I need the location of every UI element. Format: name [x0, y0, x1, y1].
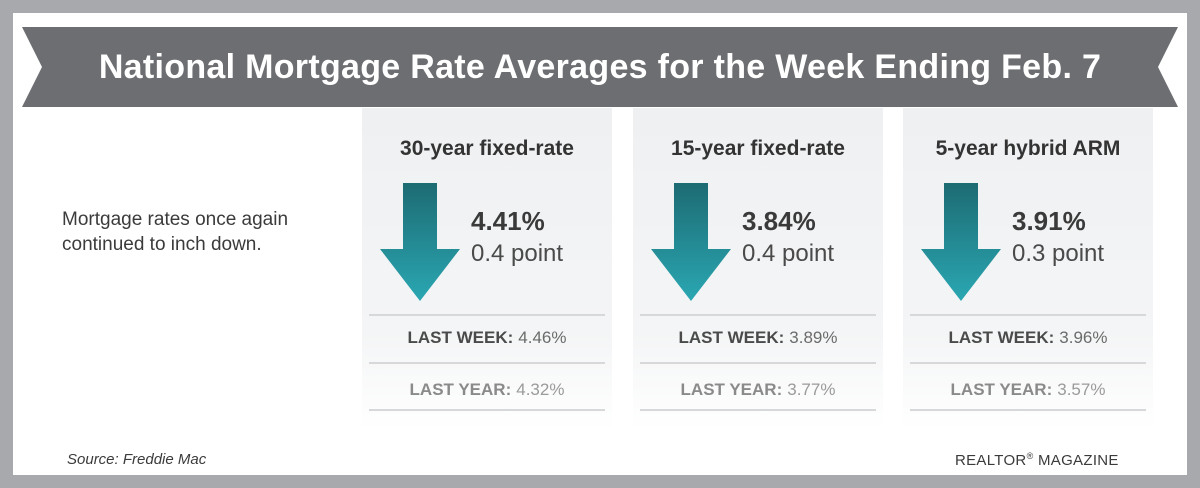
divider: [369, 362, 605, 364]
last-year-value: 3.57%: [1057, 380, 1106, 399]
last-week-label: LAST WEEK:: [948, 328, 1055, 347]
rate-change: 0.3 point: [1012, 240, 1105, 267]
last-week-row: LAST WEEK: 4.46%: [362, 328, 612, 348]
last-week-value: 3.89%: [789, 328, 838, 347]
last-week-row: LAST WEEK: 3.96%: [903, 328, 1153, 348]
last-year-row: LAST YEAR: 3.77%: [633, 380, 883, 400]
title-banner: National Mortgage Rate Averages for the …: [22, 27, 1178, 107]
rate-card-title: 5-year hybrid ARM: [935, 137, 1121, 160]
source-credit: Source: Freddie Mac: [67, 451, 207, 468]
registered-mark: ®: [1026, 451, 1034, 461]
divider: [640, 314, 876, 316]
last-year-value: 3.77%: [787, 380, 836, 399]
current-rate: 4.41%: [471, 206, 545, 236]
last-week-label: LAST WEEK:: [407, 328, 514, 347]
divider: [369, 314, 605, 316]
down-arrow-icon: [380, 183, 460, 301]
down-arrow-icon: [921, 183, 1001, 301]
last-week-label: LAST WEEK:: [678, 328, 785, 347]
last-year-label: LAST YEAR:: [950, 380, 1053, 399]
divider: [910, 409, 1146, 411]
divider: [369, 409, 605, 411]
last-year-row: LAST YEAR: 4.32%: [362, 380, 612, 400]
rate-change: 0.4 point: [742, 240, 835, 267]
rate-card-15-year: 15-year fixed-rate 3.84% 0.4 point LAST …: [633, 108, 883, 430]
last-year-value: 4.32%: [516, 380, 565, 399]
brand-name: REALTOR: [955, 452, 1027, 469]
divider: [640, 409, 876, 411]
divider: [910, 362, 1146, 364]
rate-card-5-year-arm: 5-year hybrid ARM 3.91% 0.3 point LAST W…: [903, 108, 1153, 430]
divider: [910, 314, 1146, 316]
last-week-value: 3.96%: [1059, 328, 1108, 347]
last-week-value: 4.46%: [518, 328, 567, 347]
brand-logo: REALTOR® MAGAZINE: [955, 451, 1119, 469]
last-year-label: LAST YEAR:: [680, 380, 783, 399]
brand-suffix: MAGAZINE: [1037, 452, 1119, 469]
rate-card-30-year: 30-year fixed-rate 4.41% 0.4 point LAST …: [362, 108, 612, 430]
banner-ribbon: [22, 27, 1178, 107]
page-title: National Mortgage Rate Averages for the …: [98, 48, 1102, 86]
intro-text: Mortgage rates once again continued to i…: [62, 209, 289, 255]
divider: [640, 362, 876, 364]
down-arrow-icon: [651, 183, 731, 301]
rate-card-title: 30-year fixed-rate: [400, 137, 574, 160]
current-rate: 3.91%: [1012, 206, 1086, 236]
current-rate: 3.84%: [742, 206, 816, 236]
last-year-label: LAST YEAR:: [409, 380, 512, 399]
rate-card-title: 15-year fixed-rate: [671, 137, 845, 160]
rate-change: 0.4 point: [471, 240, 564, 267]
last-year-row: LAST YEAR: 3.57%: [903, 380, 1153, 400]
last-week-row: LAST WEEK: 3.89%: [633, 328, 883, 348]
